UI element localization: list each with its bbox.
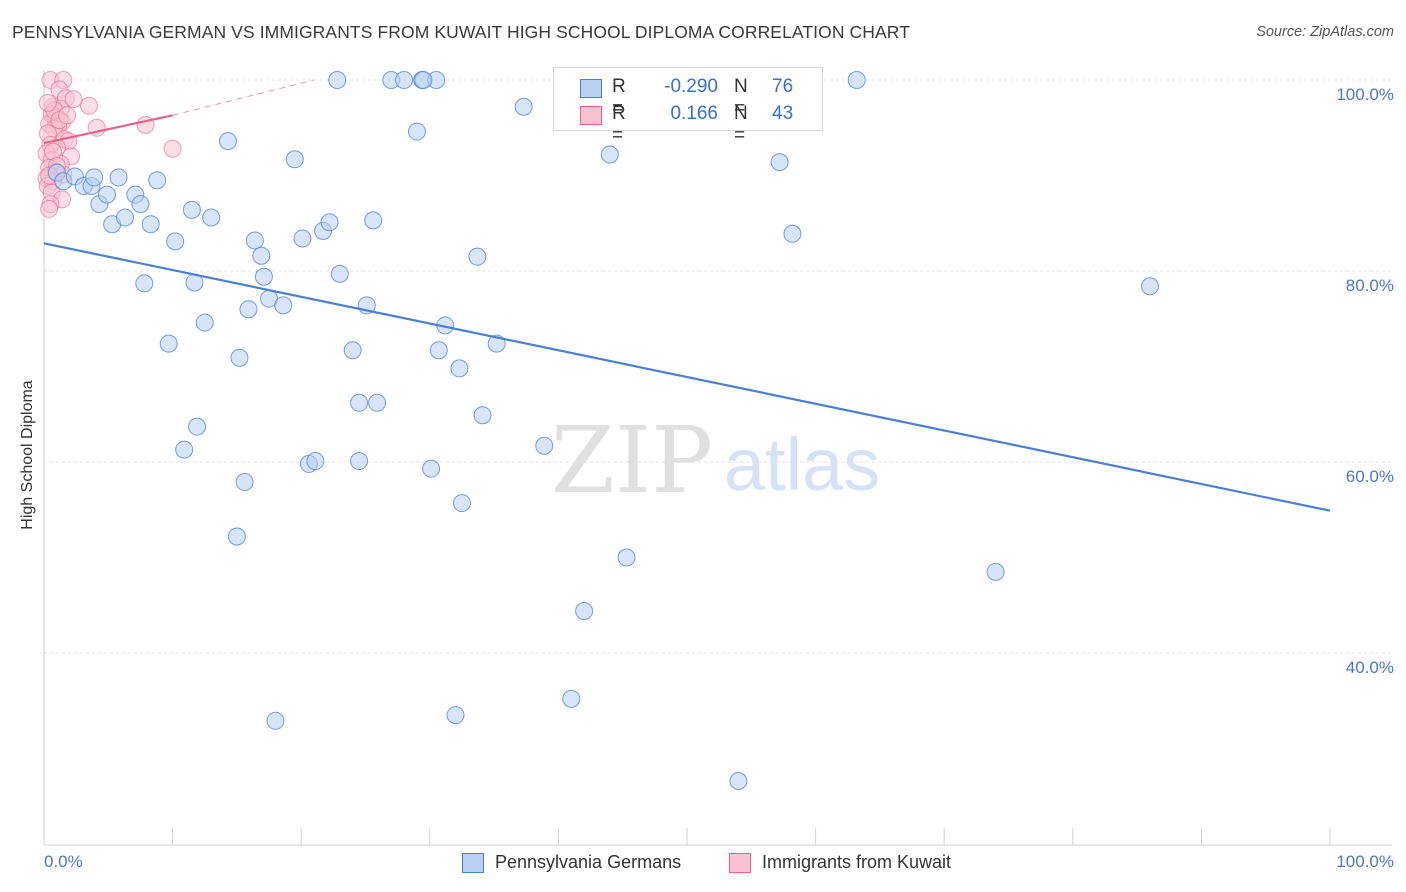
data-point-pennsylvania: [350, 393, 369, 412]
data-point-pennsylvania: [535, 436, 554, 455]
data-point-pennsylvania: [514, 97, 533, 116]
data-point-pennsylvania: [575, 601, 594, 620]
watermark-atlas: atlas: [724, 423, 880, 506]
data-point-pennsylvania: [1140, 277, 1159, 296]
data-point-pennsylvania: [330, 264, 349, 283]
axes: [43, 70, 1392, 846]
data-point-pennsylvania: [450, 359, 469, 378]
x-tick-min: 0.0%: [44, 852, 83, 871]
data-point-pennsylvania: [395, 71, 414, 89]
gridlines: [44, 79, 1392, 654]
legend-r-value: -0.290: [664, 76, 718, 97]
data-point-pennsylvania: [141, 215, 160, 234]
legend-swatch-blue: [580, 79, 602, 98]
pennsylvania-points: [47, 71, 1159, 790]
data-point-pennsylvania: [452, 494, 471, 513]
data-point-pennsylvania: [306, 452, 325, 471]
chart-source: Source: ZipAtlas.com: [1256, 24, 1394, 40]
trend-line-pennsylvania: [43, 242, 1331, 512]
data-point-pennsylvania: [617, 548, 636, 567]
trend-line-kuwait-extension: [172, 79, 315, 116]
data-point-pennsylvania: [328, 71, 347, 89]
data-point-pennsylvania: [266, 711, 285, 730]
data-point-pennsylvania: [468, 247, 487, 266]
correlation-legend: R = -0.290 N = 76 R = 0.166 N = 43: [553, 67, 823, 146]
legend-r-label: R =: [612, 103, 626, 146]
bottom-legend-swatch-blue: [462, 853, 484, 873]
data-point-pennsylvania: [770, 153, 789, 172]
data-point-pennsylvania: [473, 406, 492, 425]
data-point-kuwait: [40, 199, 59, 218]
data-point-pennsylvania: [98, 185, 117, 204]
data-point-pennsylvania: [986, 562, 1005, 581]
data-point-pennsylvania: [166, 232, 185, 251]
y-tick-label: 60.0%: [1345, 467, 1394, 486]
data-point-pennsylvania: [254, 267, 273, 286]
trend-lines: [43, 79, 1331, 512]
data-point-kuwait: [58, 106, 77, 125]
bottom-legend-label: Pennsylvania Germans: [495, 852, 682, 872]
data-point-kuwait: [38, 93, 57, 112]
data-point-pennsylvania: [85, 168, 104, 187]
data-point-pennsylvania: [407, 122, 426, 141]
data-point-pennsylvania: [600, 145, 619, 164]
data-point-pennsylvania: [245, 231, 264, 250]
data-point-pennsylvania: [422, 459, 441, 478]
data-point-pennsylvania: [230, 348, 249, 367]
legend-r-label: R =: [612, 76, 626, 119]
x-tick-max: 100.0%: [1336, 852, 1394, 871]
data-point-pennsylvania: [350, 452, 369, 471]
data-point-pennsylvania: [364, 211, 383, 230]
chart-title: PENNSYLVANIA GERMAN VS IMMIGRANTS FROM K…: [12, 22, 911, 42]
data-point-pennsylvania: [252, 246, 271, 265]
data-point-pennsylvania: [783, 224, 802, 243]
data-point-pennsylvania: [109, 168, 128, 187]
legend-n-label: N =: [734, 76, 748, 119]
data-point-pennsylvania: [202, 208, 221, 227]
legend-swatch-pink: [580, 106, 602, 125]
data-point-pennsylvania: [368, 393, 387, 412]
data-point-pennsylvania: [159, 334, 178, 353]
data-point-pennsylvania: [429, 341, 448, 360]
data-point-pennsylvania: [414, 71, 433, 89]
legend-n-value: 43: [772, 103, 794, 124]
data-point-pennsylvania: [135, 274, 154, 293]
y-tick-label: 100.0%: [1336, 85, 1394, 104]
data-point-kuwait: [64, 90, 83, 109]
data-point-pennsylvania: [847, 71, 866, 89]
data-point-pennsylvania: [274, 296, 293, 315]
data-point-pennsylvania: [227, 527, 246, 546]
data-point-pennsylvania: [562, 689, 581, 708]
data-point-pennsylvania: [188, 417, 207, 436]
data-point-pennsylvania: [285, 150, 304, 169]
data-point-pennsylvania: [239, 300, 258, 319]
data-point-pennsylvania: [320, 213, 339, 232]
data-point-pennsylvania: [293, 229, 312, 248]
y-tick-label: 40.0%: [1345, 658, 1394, 677]
legend-r-value: 0.166: [670, 103, 718, 124]
data-point-pennsylvania: [218, 132, 237, 151]
data-point-kuwait: [80, 96, 99, 115]
data-point-pennsylvania: [182, 200, 201, 219]
trend-line-kuwait: [43, 114, 173, 145]
data-point-pennsylvania: [131, 195, 150, 214]
data-point-pennsylvania: [116, 208, 135, 227]
bottom-legend-swatch-pink: [729, 853, 751, 873]
data-point-pennsylvania: [343, 341, 362, 360]
legend-n-label: N =: [734, 103, 748, 146]
data-point-pennsylvania: [446, 706, 465, 725]
bottom-legend-label: Immigrants from Kuwait: [762, 852, 952, 872]
data-point-pennsylvania: [148, 171, 167, 190]
data-point-pennsylvania: [175, 440, 194, 459]
watermark-zip: ZIP: [551, 407, 713, 514]
data-point-pennsylvania: [195, 313, 214, 332]
data-point-pennsylvania: [235, 473, 254, 492]
data-point-pennsylvania: [729, 771, 748, 790]
legend-n-value: 76: [772, 76, 794, 97]
data-point-kuwait: [163, 139, 182, 158]
y-tick-label: 80.0%: [1345, 276, 1394, 295]
